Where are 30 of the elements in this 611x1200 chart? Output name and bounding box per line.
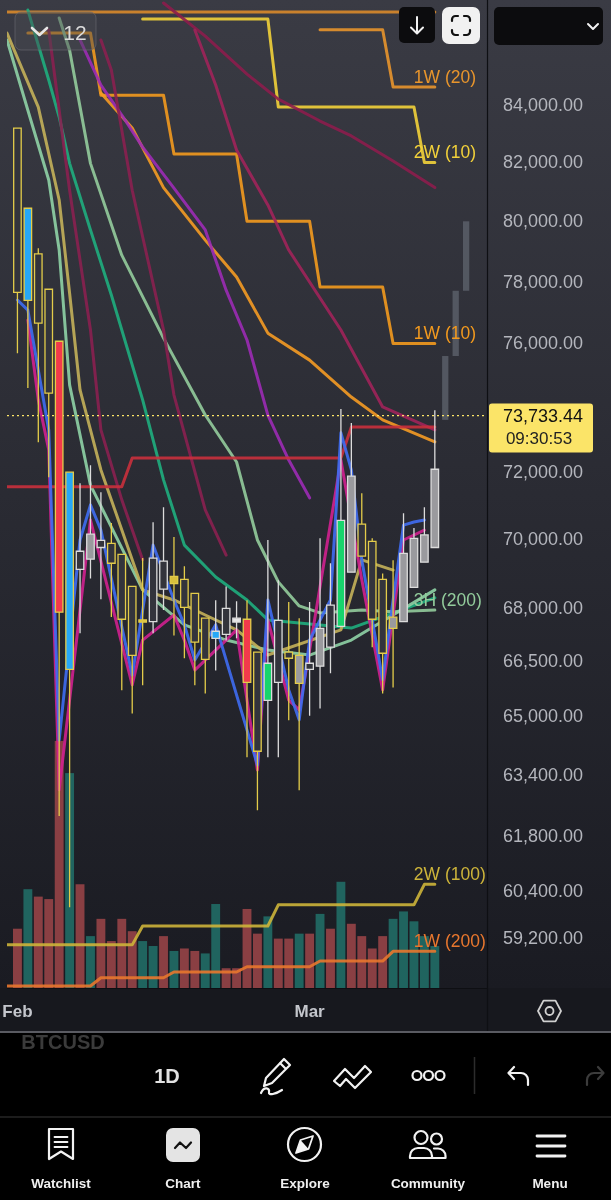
series-label: 1W (200)	[413, 931, 486, 952]
y-tick-label: 78,000.00	[502, 271, 584, 292]
series-label: 2W (100)	[413, 864, 486, 885]
y-tick-label: 68,000.00	[502, 598, 584, 619]
x-tick-label: Mar	[294, 1001, 326, 1021]
y-tick-label: 70,000.00	[502, 529, 584, 550]
text: Chart	[165, 1175, 202, 1191]
text: Menu	[532, 1175, 568, 1191]
y-tick-label: 65,000.00	[502, 705, 584, 726]
y-tick-label: 72,000.00	[502, 462, 584, 483]
text: BTCUSD	[21, 1031, 105, 1053]
y-tick-label: 76,000.00	[502, 333, 584, 354]
y-tick-label: 60,400.00	[502, 880, 584, 901]
y-tick-label: 59,200.00	[502, 928, 584, 949]
text: Community	[390, 1175, 466, 1191]
y-tick-label: 63,400.00	[502, 765, 584, 786]
text: Watchlist	[31, 1175, 92, 1191]
series-label: 1W (10)	[413, 323, 477, 344]
series-label: 3H (200)	[413, 590, 482, 611]
y-tick-label: 66,500.00	[502, 651, 584, 672]
text: Explore	[280, 1175, 331, 1191]
text: 09:30:53	[505, 428, 573, 448]
y-tick-label: 80,000.00	[502, 211, 584, 232]
x-tick-label: Feb	[2, 1001, 33, 1021]
series-label: 1W (20)	[413, 67, 477, 88]
y-tick-label: 82,000.00	[502, 152, 584, 173]
y-tick-label: 84,000.00	[502, 95, 584, 116]
text: 1D	[154, 1065, 180, 1087]
y-tick-label: 61,800.00	[502, 826, 584, 847]
ref-line-label: 73,733.44	[502, 405, 584, 426]
